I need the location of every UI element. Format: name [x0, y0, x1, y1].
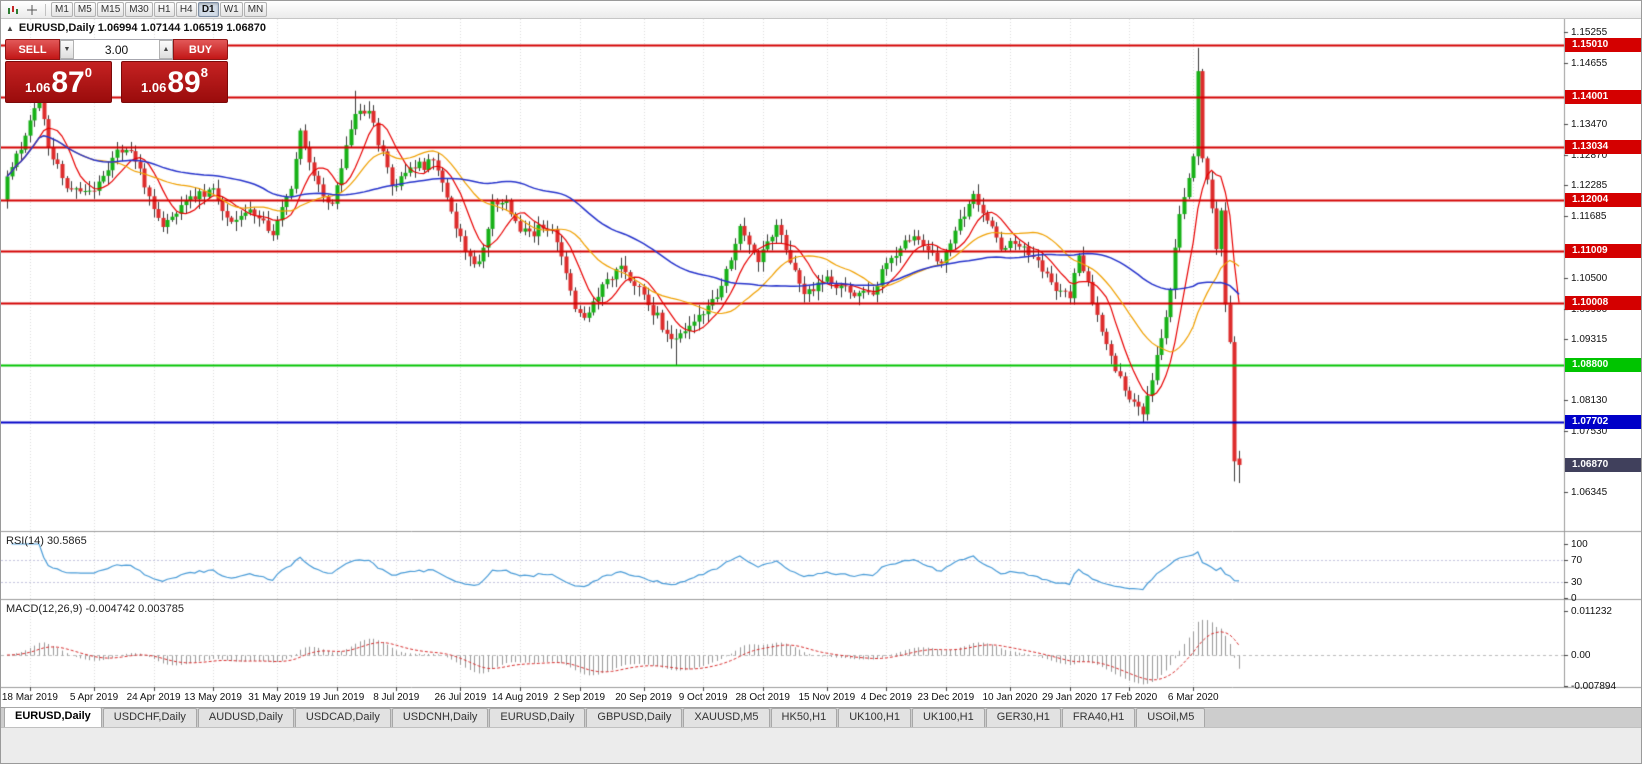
timeframe-button-w1[interactable]: W1	[219, 2, 243, 17]
chart-tab-8-hk50-h1[interactable]: HK50,H1	[770, 708, 838, 727]
timeframe-button-d1[interactable]: D1	[197, 2, 219, 17]
buy-button[interactable]: BUY	[173, 39, 228, 60]
buy-price-display[interactable]: 1.06 89 8	[121, 61, 228, 103]
chart-tab-7-xauusd-m5[interactable]: XAUUSD,M5	[683, 708, 770, 727]
sell-price-big: 87	[51, 66, 85, 99]
macd-title: MACD(12,26,9)	[6, 603, 83, 615]
timeframe-button-m30[interactable]: M30	[125, 2, 153, 17]
chart-tab-0-eurusd-daily[interactable]: EURUSD,Daily	[4, 707, 102, 727]
ohlc-text: EURUSD,Daily 1.06994 1.07144 1.06519 1.0…	[18, 22, 266, 34]
chart-tabs-bar: EURUSD,Daily USDCHF,Daily AUDUSD,Daily USDC…	[1, 707, 1641, 727]
buy-price-big: 89	[167, 66, 201, 99]
toolbar-separator	[45, 3, 46, 16]
chart-tab-3-usdcad-daily[interactable]: USDCAD,Daily	[294, 708, 391, 727]
chart-area: ▲ EURUSD,Daily 1.06994 1.07144 1.06519 1…	[1, 19, 1641, 707]
charts-icon[interactable]	[4, 2, 21, 17]
price-tag-1.15010[interactable]: 1.15010	[1565, 37, 1641, 52]
timeframe-buttons-group: M1 M5 M15 M30 H1 H4 D1 W1 MN	[51, 2, 268, 17]
macd-values: -0.004742 0.003785	[85, 603, 184, 615]
price-tag-1.11009[interactable]: 1.11009	[1565, 244, 1641, 259]
volume-field: ▼ 3.00 ▲	[60, 39, 173, 60]
chart-tab-1-usdchf-daily[interactable]: USDCHF,Daily	[102, 708, 197, 727]
chart-tab-10-uk100-h1[interactable]: UK100,H1	[911, 708, 985, 727]
price-tag-1.10008[interactable]: 1.10008	[1565, 295, 1641, 310]
sell-price-sup: 0	[84, 65, 92, 80]
macd-indicator-label: MACD(12,26,9) -0.004742 0.003785	[6, 603, 184, 615]
volume-up-button[interactable]: ▲	[159, 40, 173, 59]
sell-price-base: 1.06	[25, 80, 51, 95]
timeframe-button-m5[interactable]: M5	[73, 2, 96, 17]
timeframe-button-h1[interactable]: H1	[153, 2, 175, 17]
timeframe-button-mn[interactable]: MN	[243, 2, 268, 17]
sell-price-display[interactable]: 1.06 87 0	[5, 61, 112, 103]
one-click-trading-panel: SELL ▼ 3.00 ▲ BUY 1.06 87 0 1.06 89 8	[5, 39, 228, 103]
collapse-panel-icon[interactable]: ▲	[6, 23, 14, 33]
timeframe-button-m1[interactable]: M1	[51, 2, 73, 17]
chart-tab-4-usdcnh-daily[interactable]: USDCNH,Daily	[391, 708, 489, 727]
chart-tab-6-gbpusd-daily[interactable]: GBPUSD,Daily	[586, 708, 683, 727]
buy-price-sup: 8	[200, 65, 208, 80]
volume-value[interactable]: 3.00	[104, 42, 129, 57]
timeframe-button-h4[interactable]: H4	[175, 2, 197, 17]
rsi-indicator-label: RSI(14) 30.5865	[6, 535, 87, 547]
status-bar	[1, 727, 1641, 763]
chart-ohlc-header: ▲ EURUSD,Daily 1.06994 1.07144 1.06519 1…	[6, 22, 266, 34]
volume-down-button[interactable]: ▼	[60, 40, 74, 59]
price-chart-canvas[interactable]	[1, 19, 1641, 707]
buy-price-base: 1.06	[141, 80, 167, 95]
price-tag-1.08800[interactable]: 1.08800	[1565, 358, 1641, 373]
timeframe-button-m15[interactable]: M15	[96, 2, 125, 17]
timeframe-toolbar: M1 M5 M15 M30 H1 H4 D1 W1 MN	[1, 1, 1641, 19]
sell-button[interactable]: SELL	[5, 39, 60, 60]
price-tag-1.06870[interactable]: 1.06870	[1565, 457, 1641, 472]
chart-tab-5-eurusd-daily[interactable]: EURUSD,Daily	[489, 708, 586, 727]
rsi-title: RSI(14)	[6, 535, 44, 547]
chart-tab-13-usoil-m5[interactable]: USOil,M5	[1136, 708, 1206, 727]
price-tag-1.14001[interactable]: 1.14001	[1565, 89, 1641, 104]
price-tag-1.12004[interactable]: 1.12004	[1565, 192, 1641, 207]
chart-tab-11-ger30-h1[interactable]: GER30,H1	[985, 708, 1061, 727]
rsi-value: 30.5865	[46, 535, 87, 547]
chart-tab-2-audusd-daily[interactable]: AUDUSD,Daily	[197, 708, 294, 727]
chart-tab-9-uk100-h1[interactable]: UK100,H1	[838, 708, 911, 727]
chart-tab-12-fra40-h1[interactable]: FRA40,H1	[1061, 708, 1136, 727]
crosshair-icon[interactable]	[23, 2, 40, 17]
price-tag-1.07702[interactable]: 1.07702	[1565, 414, 1641, 429]
price-tag-1.13034[interactable]: 1.13034	[1565, 139, 1641, 154]
